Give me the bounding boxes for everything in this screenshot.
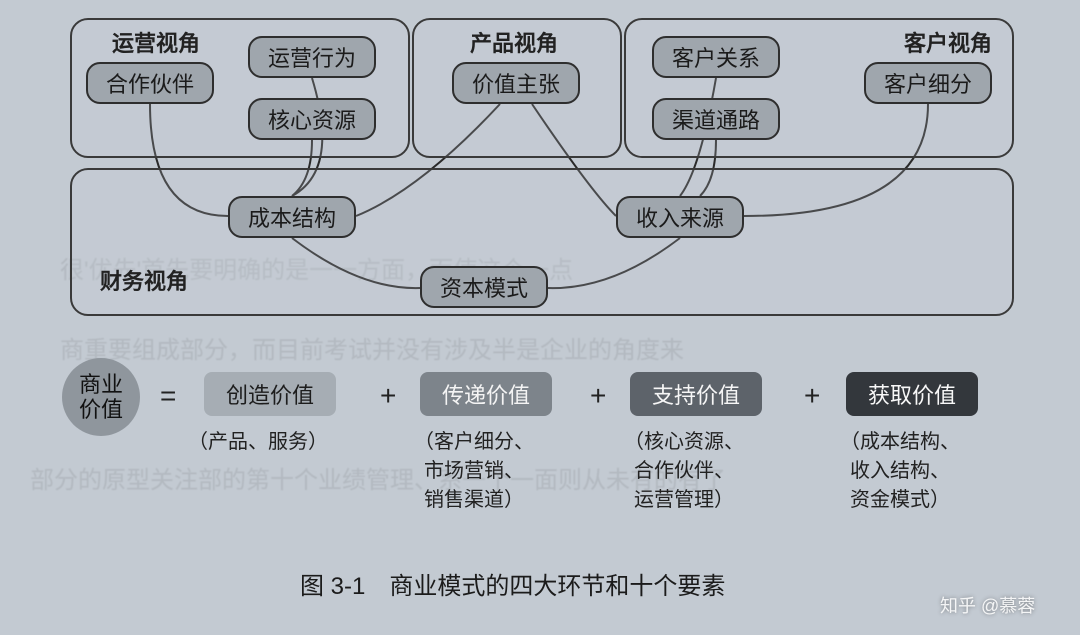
node-partner: 合作伙伴 <box>86 62 214 104</box>
caption-capture: （成本结构、 收入结构、 资金模式） <box>840 428 960 515</box>
caption-support: （核心资源、 合作伙伴、 运营管理） <box>624 428 744 515</box>
node-value-prop: 价值主张 <box>452 62 580 104</box>
circle-biz-value: 商业 价值 <box>62 358 140 436</box>
node-channel: 渠道通路 <box>652 98 780 140</box>
panel-title-ops: 运营视角 <box>112 26 200 58</box>
value-support: 支持价值 <box>630 372 762 416</box>
panel-title-prod: 产品视角 <box>470 26 558 58</box>
ghost-text-3: 部分的原型关注部的第十个业绩管理、系一个一面则从未有的有了 <box>30 460 726 495</box>
node-core-res: 核心资源 <box>248 98 376 140</box>
caption-deliver: （客户细分、 市场营销、 销售渠道） <box>414 428 534 515</box>
node-revenue: 收入来源 <box>616 196 744 238</box>
circle-label: 商业 价值 <box>79 372 123 423</box>
equals-sign: = <box>160 380 176 412</box>
value-deliver: 传递价值 <box>420 372 552 416</box>
watermark-text: 知乎 @慕蓉 <box>940 592 1035 618</box>
node-cust-rel: 客户关系 <box>652 36 780 78</box>
panel-title-cust: 客户视角 <box>904 26 992 58</box>
ghost-text-1: 商重要组成部分，而目前考试并没有涉及半是企业的角度来 <box>60 330 684 365</box>
plus-2: + <box>590 380 606 412</box>
value-create: 创造价值 <box>204 372 336 416</box>
node-cost: 成本结构 <box>228 196 356 238</box>
value-capture: 获取价值 <box>846 372 978 416</box>
caption-create: （产品、服务） <box>188 428 328 457</box>
node-ops-act: 运营行为 <box>248 36 376 78</box>
node-capital: 资本模式 <box>420 266 548 308</box>
node-cust-seg: 客户细分 <box>864 62 992 104</box>
figure-caption: 图 3-1 商业模式的四大环节和十个要素 <box>300 566 725 601</box>
plus-3: + <box>804 380 820 412</box>
plus-1: + <box>380 380 396 412</box>
panel-title-fin: 财务视角 <box>100 264 188 296</box>
